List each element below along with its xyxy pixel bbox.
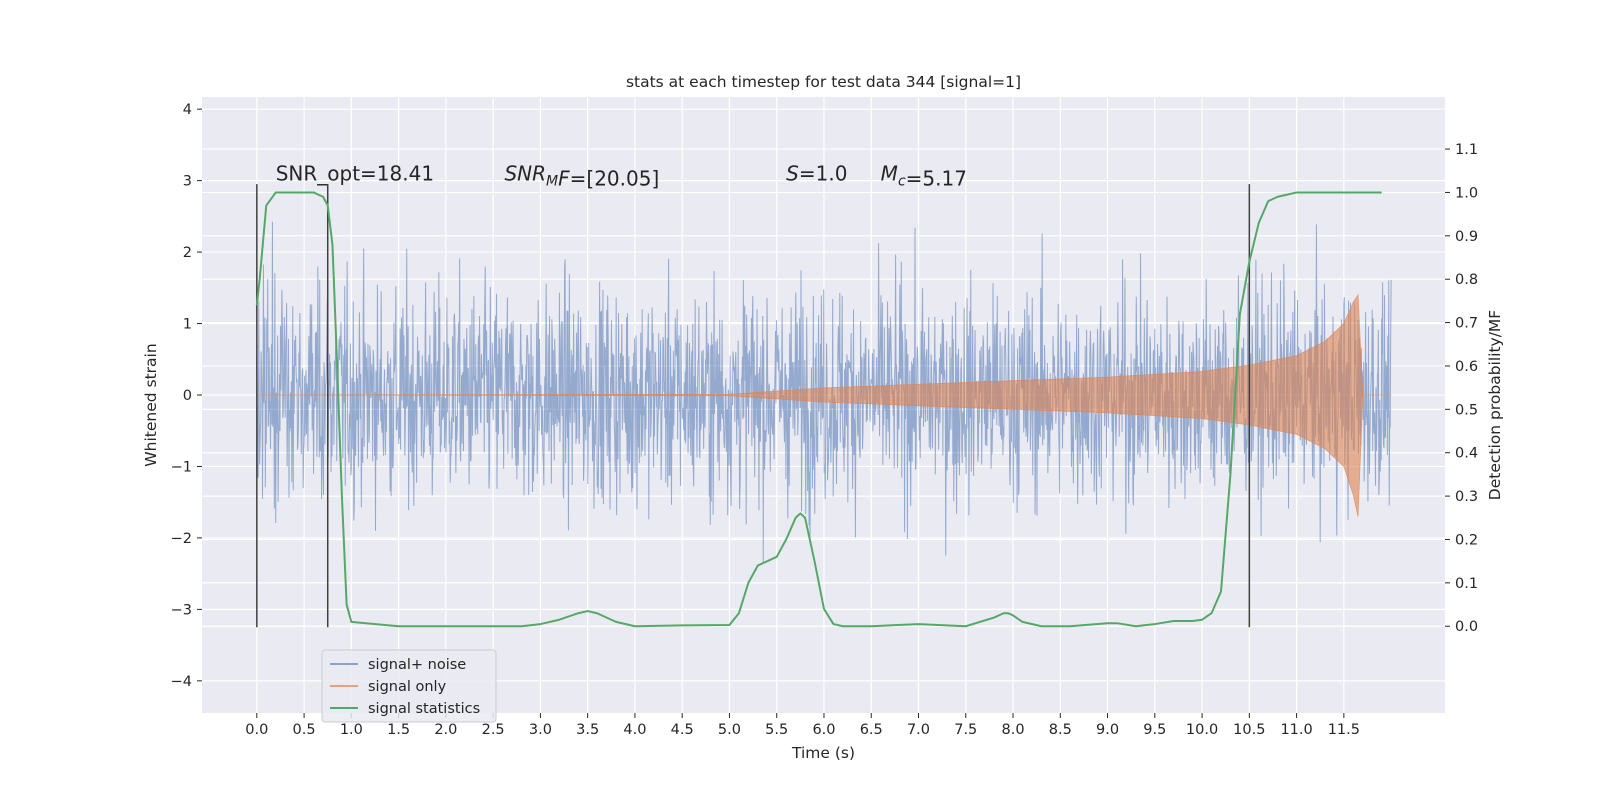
legend-label: signal statistics: [368, 701, 480, 717]
y-tick-label: −4: [171, 674, 192, 690]
x-tick-label: 4.0: [623, 722, 646, 738]
y2-tick-label: 0.3: [1455, 489, 1478, 505]
x-tick-label: 3.0: [529, 722, 552, 738]
y2-tick-label: 0.9: [1455, 229, 1478, 245]
x-tick-label: 1.5: [387, 722, 410, 738]
annotation: S=1.0: [786, 162, 847, 186]
x-tick-label: 0.0: [245, 722, 268, 738]
x-tick-label: 4.5: [671, 722, 694, 738]
legend-box: [321, 649, 497, 723]
y-tick-label: −1: [171, 459, 192, 475]
x-tick-label: 9.5: [1143, 722, 1166, 738]
x-tick-label: 6.0: [812, 722, 835, 738]
y2-tick-label: 0.1: [1455, 576, 1478, 592]
y-axis-label: Whitened strain: [142, 343, 160, 466]
x-tick-label: 7.0: [907, 722, 930, 738]
statistics-series: [255, 191, 1382, 628]
y-tick-label: −2: [171, 531, 192, 547]
x-tick-label: 5.0: [718, 722, 741, 738]
y-tick-label: 1: [183, 317, 192, 333]
x-tick-label: 2.5: [482, 722, 505, 738]
annotation: SNR_opt=18.41: [276, 162, 434, 186]
y2-tick-label: 0.7: [1455, 316, 1478, 332]
legend-label: signal only: [368, 679, 447, 695]
y2-tick-label: 0.5: [1455, 402, 1478, 418]
y-axis-left: −4 −3 −2 −1 0 1 2 3 4: [171, 102, 202, 690]
annotation: SNRMF=[20.05]: [504, 162, 659, 191]
x-tick-label: 3.5: [576, 722, 599, 738]
signal-series: [256, 293, 1392, 517]
y-tick-label: 0: [183, 388, 192, 404]
y2-tick-label: 1.1: [1455, 142, 1478, 158]
y-tick-label: 2: [183, 245, 192, 261]
x-tick-label: 1.0: [340, 722, 363, 738]
statistics-line: [255, 191, 1382, 628]
annotation: Mc=5.17: [881, 162, 967, 191]
x-tick-label: 8.0: [1001, 722, 1024, 738]
y2-tick-label: 1.0: [1455, 185, 1478, 201]
y-tick-label: 4: [183, 102, 192, 118]
y2-tick-label: 0.0: [1455, 619, 1478, 635]
signal-envelope: [256, 293, 1392, 517]
y-axis-right: 0.0 0.1 0.2 0.3 0.4 0.5 0.6 0.7 0.8 0.9 1.0 1.1: [1445, 142, 1478, 635]
x-tick-label: 7.5: [954, 722, 977, 738]
x-tick-label: 6.5: [860, 722, 883, 738]
x-tick-label: 2.0: [434, 722, 457, 738]
annotations: SNR_opt=18.41 SNRMF=[20.05] S=1.0 Mc=5.17: [276, 162, 967, 191]
y2-tick-label: 0.6: [1455, 359, 1478, 375]
y2-tick-label: 0.8: [1455, 272, 1478, 288]
legend-label: signal+ noise: [368, 657, 466, 673]
x-tick-label: 8.5: [1049, 722, 1072, 738]
x-axis-label: Time (s): [791, 744, 855, 762]
x-tick-label: 10.0: [1186, 722, 1218, 738]
x-tick-label: 11.0: [1280, 722, 1312, 738]
y-tick-label: −3: [171, 602, 192, 618]
y2-tick-label: 0.2: [1455, 532, 1478, 548]
y-tick-label: 3: [183, 174, 192, 190]
x-axis: 0.0 0.5 1.0 1.5 2.0 2.5 3.0 3.5 4.0 4.5 5.0 5.5 6.0 6…: [245, 713, 1360, 738]
x-tick-label: 0.5: [293, 722, 316, 738]
x-tick-label: 11.5: [1328, 722, 1360, 738]
x-tick-label: 10.5: [1233, 722, 1265, 738]
y2-axis-label: Detection probability/MF: [1486, 310, 1504, 501]
legend: signal+ noise signal only signal statistic…: [321, 649, 497, 723]
chart-title: stats at each timestep for test data 344…: [626, 73, 1021, 91]
x-tick-label: 5.5: [765, 722, 788, 738]
y2-tick-label: 0.4: [1455, 446, 1478, 462]
x-tick-label: 9.0: [1096, 722, 1119, 738]
